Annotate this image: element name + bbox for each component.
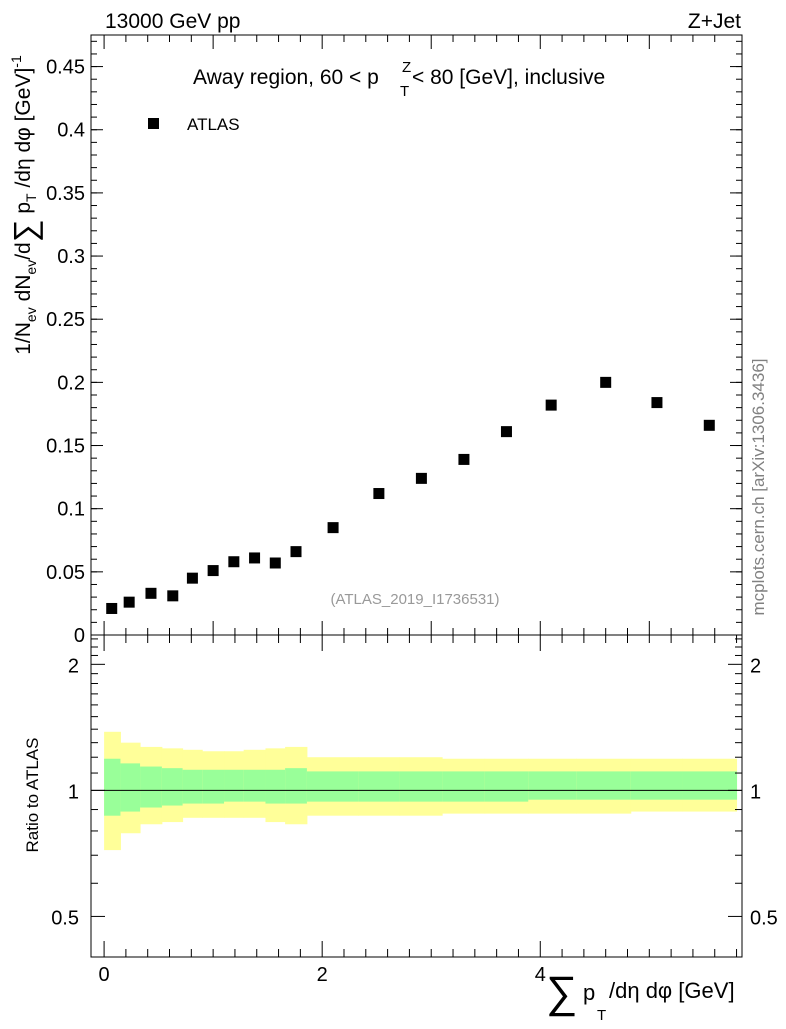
ratio-y-label-text: Ratio to ATLAS [23, 738, 42, 853]
atlas-data-point [167, 590, 179, 602]
x-label-sum: ∑ [546, 968, 577, 1017]
atlas-data-point [228, 556, 240, 568]
ratio-y-tick-label: 2 [68, 655, 79, 677]
ratio-green-band [224, 769, 245, 802]
ratio-green-band [358, 771, 401, 802]
x-label-sub: T [597, 1007, 606, 1024]
main-y-label-h: /dη dφ [GeV] [12, 68, 35, 194]
header-left: 13000 GeV pp [105, 10, 240, 33]
main-y-label-i: -1 [8, 55, 24, 68]
x-label-p: p [583, 980, 595, 1005]
ratio-green-band [265, 769, 286, 804]
ratio-green-band [528, 771, 577, 800]
atlas-data-point [106, 602, 118, 614]
header-right: Z+Jet [688, 10, 741, 33]
main-title: Away region, 60 < p [193, 66, 379, 89]
ratio-bands [104, 731, 738, 851]
ratio-green-band [104, 758, 121, 816]
main-y-tick-label: 0 [74, 625, 85, 647]
atlas-data-point [458, 453, 470, 465]
atlas-data-point [500, 426, 512, 438]
atlas-data-point [545, 399, 557, 411]
ratio-x-tick-label: 0 [99, 964, 110, 986]
ratio-panel-frame [90, 634, 743, 958]
atlas-data-point [651, 397, 663, 409]
ratio-y-tick-label-right: 1 [750, 781, 761, 803]
main-y-label-b: ev [23, 307, 39, 322]
main-panel: 0.05 0.1 0.15 0.2 0.25 0.3 0.35 0.4 0.45 0 Away r… [7, 34, 743, 647]
ratio-x-ticks: 0 2 4 [99, 635, 738, 986]
atlas-data-point [207, 565, 219, 577]
ratio-green-band [399, 771, 443, 802]
analysis-label: (ATLAS_2019_I1736531) [330, 591, 499, 608]
ratio-green-band [182, 769, 203, 804]
side-label: mcplots.cern.ch [arXiv:1306.3436] [749, 358, 768, 615]
main-title-sub: T [400, 83, 409, 100]
main-y-label-sum: ∑ [7, 219, 43, 242]
ratio-green-band [202, 769, 225, 804]
main-y-label-g: T [23, 193, 39, 202]
atlas-data-point [145, 587, 157, 599]
ratio-green-band [306, 771, 359, 802]
atlas-data-point [327, 522, 339, 534]
ratio-y-tick-label-right: 0.5 [750, 907, 778, 929]
main-y-label-a: 1/N [12, 322, 35, 355]
ratio-green-band [630, 771, 683, 800]
x-label-tail: /dη dφ [GeV] [609, 978, 735, 1003]
main-title-sup: Z [402, 59, 411, 76]
main-y-tick-label: 0.3 [57, 246, 85, 268]
atlas-data-point [290, 546, 302, 558]
atlas-data-point [269, 557, 281, 569]
main-y-tick-label: 0.25 [46, 309, 85, 331]
ratio-panel: 0.5 0.5 1 1 2 2 0 2 4 Ratio to ATLAS ∑ p T /dη … [23, 634, 778, 1024]
main-y-tick-label: 0.35 [46, 183, 85, 205]
atlas-data-point [415, 472, 427, 484]
main-y-label-f: p [12, 202, 35, 220]
ratio-x-tick-label: 2 [317, 964, 328, 986]
ratio-green-band [576, 771, 632, 800]
main-y-tick-label: 0.4 [57, 120, 85, 142]
ratio-green-band [161, 768, 184, 806]
ratio-y-tick-label: 1 [68, 781, 79, 803]
ratio-green-band [484, 771, 529, 802]
ratio-y-tick-label-right: 2 [750, 655, 761, 677]
main-title-tail: < 80 [GeV], inclusive [412, 66, 605, 89]
ratio-green-band [442, 771, 486, 802]
main-y-label-c: dN [12, 275, 35, 308]
ratio-green-band [682, 771, 738, 800]
main-y-tick-label: 0.2 [57, 372, 85, 394]
atlas-data-point [186, 572, 198, 584]
ratio-green-band [285, 768, 308, 804]
svg-text:1/Nev dNev/d∑ pT /dη dφ [GeV]: 1/Nev dNev/d∑ pT /dη dφ [GeV]-1 [7, 55, 43, 355]
legend-label: ATLAS [187, 115, 240, 134]
atlas-data-point [249, 552, 261, 564]
main-y-label-e: /d [12, 242, 35, 260]
main-y-tick-label: 0.05 [46, 562, 85, 584]
ratio-y-label: Ratio to ATLAS [23, 738, 42, 853]
main-y-ticks: 0.05 0.1 0.15 0.2 0.25 0.3 0.35 0.4 0.45 0 [46, 35, 742, 647]
main-data-points [106, 376, 715, 614]
side-label-text: mcplots.cern.ch [arXiv:1306.3436] [749, 358, 768, 615]
main-y-tick-label: 0.45 [46, 57, 85, 79]
ratio-green-band [140, 766, 163, 808]
atlas-data-point [373, 488, 385, 500]
ratio-green-band [120, 763, 141, 812]
ratio-green-band [243, 769, 266, 802]
legend-marker [148, 118, 159, 129]
ratio-x-tick-label: 4 [535, 964, 546, 986]
main-y-label-d: ev [23, 260, 39, 275]
main-y-tick-label: 0.15 [46, 436, 85, 458]
atlas-data-point [703, 419, 715, 431]
main-y-tick-label: 0.1 [57, 499, 85, 521]
main-y-label: 1/Nev dNev/d∑ pT /dη dφ [GeV]-1 [7, 55, 43, 355]
atlas-data-point [600, 376, 612, 388]
ratio-y-tick-label: 0.5 [51, 907, 79, 929]
atlas-data-point [123, 596, 135, 608]
main-title-head: Away region, 60 < p [193, 66, 379, 89]
ratio-y-ticks: 0.5 0.5 1 1 2 2 [51, 638, 778, 929]
